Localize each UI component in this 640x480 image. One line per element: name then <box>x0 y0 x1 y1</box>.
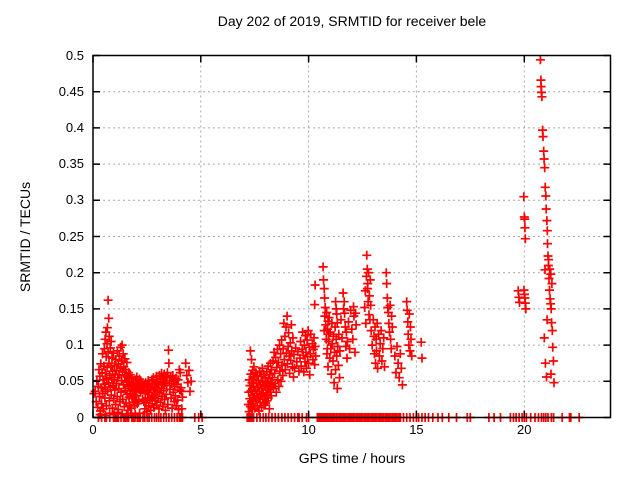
y-tick-label: 0.1 <box>65 337 84 353</box>
y-tick-label: 0.5 <box>65 47 84 63</box>
y-tick-label: 0.2 <box>65 264 84 280</box>
x-tick-label: 5 <box>197 422 205 437</box>
plot-frame <box>92 54 612 419</box>
x-tick-label: 0 <box>89 422 97 437</box>
y-tick-label: 0.05 <box>58 373 84 389</box>
y-tick-label: 0.45 <box>58 83 84 99</box>
y-tick-label: 0.15 <box>58 300 84 316</box>
x-tick-label: 15 <box>409 422 424 437</box>
chart-title: Day 202 of 2019, SRMTID for receiver bel… <box>217 13 487 29</box>
y-tick-label: 0.3 <box>65 192 84 208</box>
y-tick-label: 0.4 <box>65 119 84 135</box>
x-tick-label: 10 <box>301 422 316 437</box>
y-tick-label: 0.35 <box>58 156 84 172</box>
x-tick-label: 20 <box>517 422 532 437</box>
x-axis-label: GPS time / hours <box>298 450 406 466</box>
scatter-points <box>89 55 584 422</box>
grid-lines <box>93 55 611 418</box>
y-tick-label: 0.25 <box>58 228 84 244</box>
y-tick-label: 0 <box>76 409 84 425</box>
